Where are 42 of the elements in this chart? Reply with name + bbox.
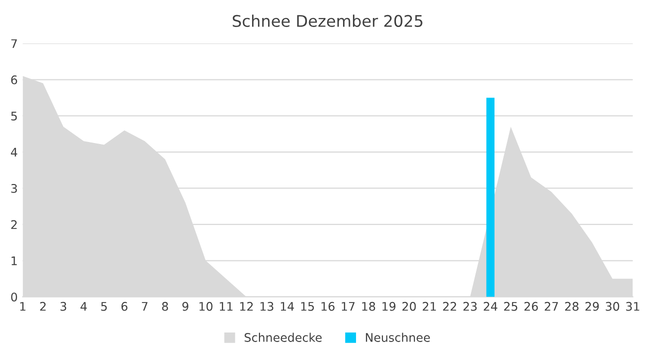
x-tick-label: 4 (80, 302, 87, 311)
x-tick-label: 19 (382, 302, 396, 311)
x-tick-label: 27 (544, 302, 558, 311)
chart-title: Schnee Dezember 2025 (232, 14, 422, 27)
x-tick-label: 26 (524, 302, 538, 311)
x-tick-label: 6 (121, 302, 128, 311)
y-tick-label: 7 (11, 39, 17, 48)
x-tick-label: 18 (362, 302, 376, 311)
x-tick-label: 14 (280, 302, 294, 311)
x-tick-label: 31 (626, 302, 640, 311)
x-tick-label: 21 (422, 302, 436, 311)
x-tick-label: 2 (40, 302, 46, 311)
y-tick-label: 0 (11, 292, 18, 302)
x-tick-label: 23 (463, 302, 477, 311)
x-tick-label: 13 (260, 302, 274, 311)
x-tick-label: 15 (301, 302, 314, 311)
x-tick-label: 24 (484, 302, 498, 311)
y-tick-label: 2 (11, 220, 17, 229)
y-tick-label: 3 (11, 184, 17, 193)
x-tick-label: 1 (20, 302, 26, 311)
x-tick-label: 8 (162, 302, 168, 311)
x-tick-label: 17 (342, 302, 355, 311)
x-tick-label: 5 (101, 302, 107, 311)
x-tick-label: 16 (322, 302, 335, 311)
x-tick-label: 22 (443, 302, 456, 311)
x-tick-label: 25 (504, 302, 518, 311)
x-tick-label: 11 (220, 302, 232, 311)
x-tick-label: 10 (200, 302, 212, 311)
x-tick-label: 28 (565, 302, 578, 311)
y-tick-label: 6 (11, 75, 18, 84)
x-tick-label: 30 (606, 302, 620, 311)
x-tick-label: 12 (240, 302, 253, 311)
y-tick-label: 4 (10, 148, 18, 157)
y-tick-label: 5 (11, 112, 17, 120)
x-tick-label: 7 (142, 302, 148, 311)
x-tick-label: 3 (60, 302, 66, 311)
x-tick-label: 9 (182, 302, 188, 311)
legend-label: Neuschnee (366, 332, 430, 342)
legend-label: Schneedecke (244, 332, 322, 342)
x-tick-label: 29 (585, 302, 599, 311)
x-tick-label: 20 (402, 302, 416, 311)
y-tick-label: 1 (12, 256, 17, 266)
